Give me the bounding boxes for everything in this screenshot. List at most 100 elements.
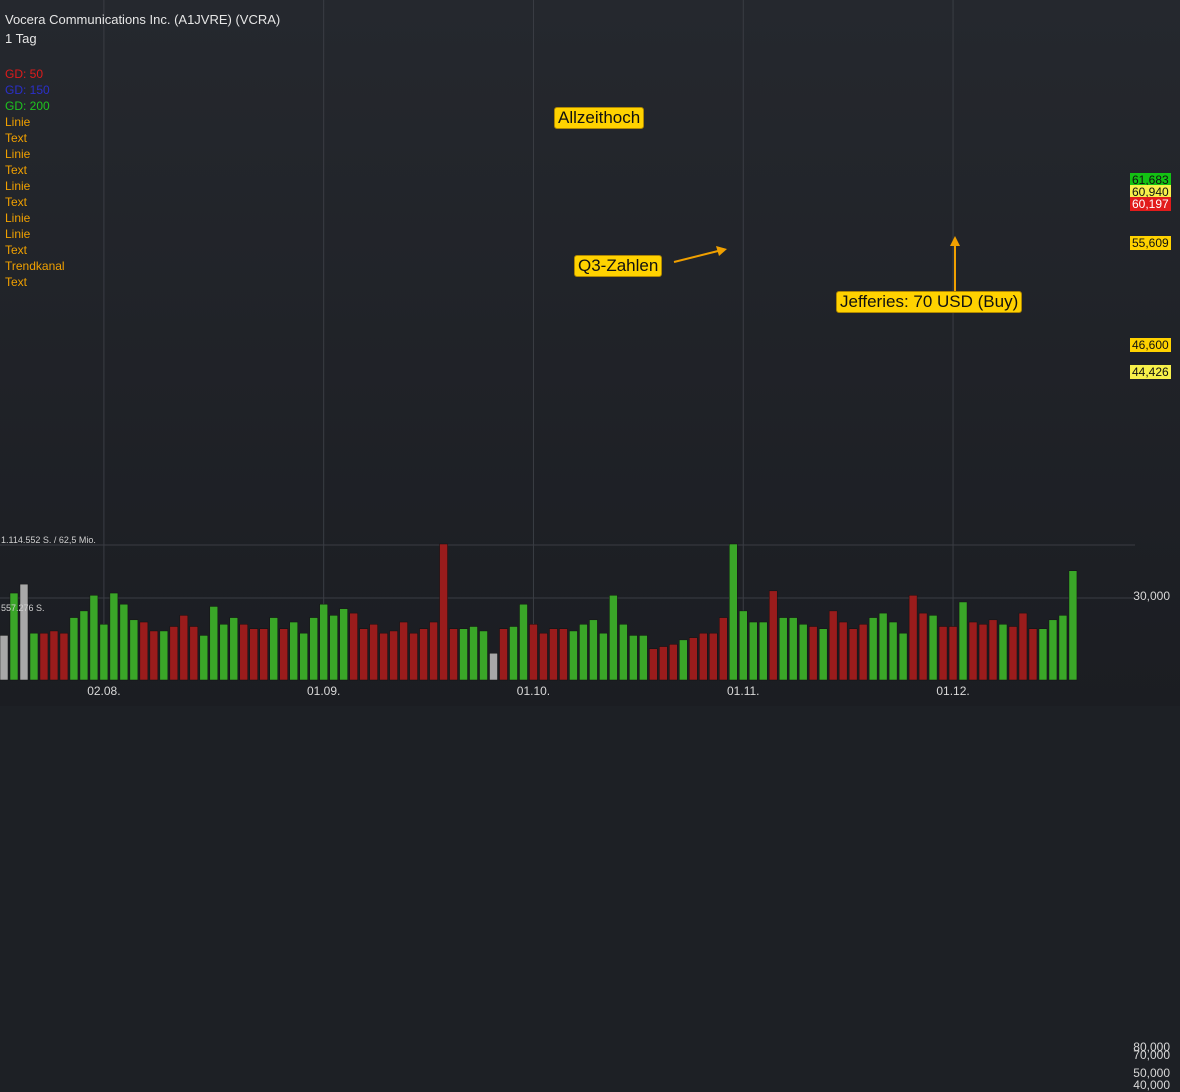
volume-bar <box>669 644 678 681</box>
volume-bar <box>489 652 498 681</box>
volume-bar <box>79 610 89 681</box>
volume-bar <box>609 595 618 681</box>
annotation-allzeithoch[interactable]: Allzeithoch <box>554 107 645 129</box>
volume-bar <box>349 612 358 681</box>
volume-bar <box>958 601 968 681</box>
volume-bar <box>878 612 888 681</box>
volume-bar <box>888 621 898 681</box>
x-tick-label: 01.12. <box>936 684 970 698</box>
price-badge: 60,940 <box>1130 185 1171 199</box>
volume-bar <box>709 632 718 681</box>
volume-bar <box>109 592 119 681</box>
volume-bar <box>309 617 318 681</box>
volume-bar <box>169 626 179 681</box>
legend-item: Text <box>5 243 28 257</box>
volume-bar <box>788 617 798 681</box>
x-tick-label: 01.11. <box>727 684 760 698</box>
volume-mid-label: 557.276 S. <box>1 603 45 613</box>
volume-bar <box>838 621 848 681</box>
volume-bar <box>479 630 488 681</box>
volume-bar <box>798 624 808 681</box>
volume-bar <box>549 628 558 681</box>
volume-bar <box>519 603 528 681</box>
volume-bar <box>509 626 518 681</box>
volume-bar <box>848 628 858 681</box>
volume-bar <box>1008 626 1018 681</box>
volume-bar <box>968 621 978 681</box>
price-badge: 44,426 <box>1130 365 1171 379</box>
volume-bar <box>778 617 788 681</box>
volume-bar <box>918 612 928 681</box>
volume-bar <box>229 617 239 681</box>
volume-bar <box>119 603 129 681</box>
volume-bar <box>898 632 908 681</box>
q3-arrow <box>673 249 723 263</box>
volume-bar <box>99 624 109 681</box>
volume-bar <box>259 628 268 681</box>
price-badge: 55,609 <box>1130 236 1171 250</box>
volume-bar <box>19 583 29 681</box>
volume-bar <box>1018 612 1028 681</box>
volume-bar <box>948 626 958 681</box>
q3-arrowhead <box>716 246 727 256</box>
volume-bar <box>619 624 628 681</box>
volume-bar <box>928 615 938 681</box>
annotation-q3-zahlen[interactable]: Q3-Zahlen <box>574 255 663 277</box>
chart-canvas[interactable] <box>0 0 1180 706</box>
volume-bar <box>858 624 868 681</box>
volume-bar <box>339 608 348 681</box>
volume-bar <box>249 628 258 681</box>
price-badge: 60,197 <box>1130 197 1171 211</box>
volume-bar <box>1038 628 1048 681</box>
y-tick-label: 40,000 <box>1133 1077 1170 1092</box>
volume-bar <box>239 624 249 681</box>
volume-bar <box>369 624 378 681</box>
volume-bar <box>1028 628 1038 681</box>
legend-item: Linie <box>5 179 31 193</box>
volume-bar <box>39 632 49 681</box>
volume-bar <box>459 628 468 681</box>
y-tick-label: 70,000 <box>1133 1047 1170 1062</box>
legend-item: GD: 50 <box>5 67 44 81</box>
volume-bar <box>808 626 818 681</box>
volume-bar <box>649 648 658 681</box>
legend-item: GD: 150 <box>5 83 50 97</box>
volume-bar <box>938 626 948 681</box>
volume-bar <box>599 632 608 681</box>
volume-bar <box>699 632 708 681</box>
jefferies-arrowhead <box>950 236 960 246</box>
annotation-jefferies[interactable]: Jefferies: 70 USD (Buy) <box>836 291 1023 313</box>
price-badge: 61,683 <box>1130 173 1171 187</box>
volume-bar <box>559 628 568 681</box>
volume-bar <box>279 628 288 681</box>
volume-bar <box>499 628 508 681</box>
volume-bar <box>9 592 19 681</box>
volume-bar <box>199 635 209 681</box>
legend-item: Trendkanal <box>5 259 65 273</box>
volume-bar <box>29 632 39 681</box>
y-tick-label: 30,000 <box>1133 589 1170 603</box>
volume-bar <box>419 628 428 681</box>
volume-bar <box>359 628 368 681</box>
volume-bar <box>149 630 159 681</box>
volume-bar <box>179 615 189 681</box>
volume-bar <box>998 624 1008 681</box>
volume-bar <box>289 621 298 681</box>
volume-bar <box>978 624 988 681</box>
volume-bar <box>589 619 598 681</box>
volume-bar <box>758 621 768 681</box>
x-tick-label: 01.09. <box>306 684 341 698</box>
volume-max-label: 1.114.552 S. / 62,5 Mio. <box>1 535 96 545</box>
volume-bar <box>828 610 838 681</box>
volume-bar <box>59 632 69 681</box>
volume-bar <box>629 635 638 681</box>
legend-item: Text <box>5 275 28 289</box>
price-badge: 46,600 <box>1130 338 1171 352</box>
volume-bar <box>868 617 878 681</box>
volume-bar <box>818 628 828 681</box>
volume-bar <box>0 635 9 681</box>
x-tick-label: 01.10. <box>516 684 551 698</box>
volume-bar <box>529 624 538 681</box>
legend-item: Text <box>5 163 28 177</box>
